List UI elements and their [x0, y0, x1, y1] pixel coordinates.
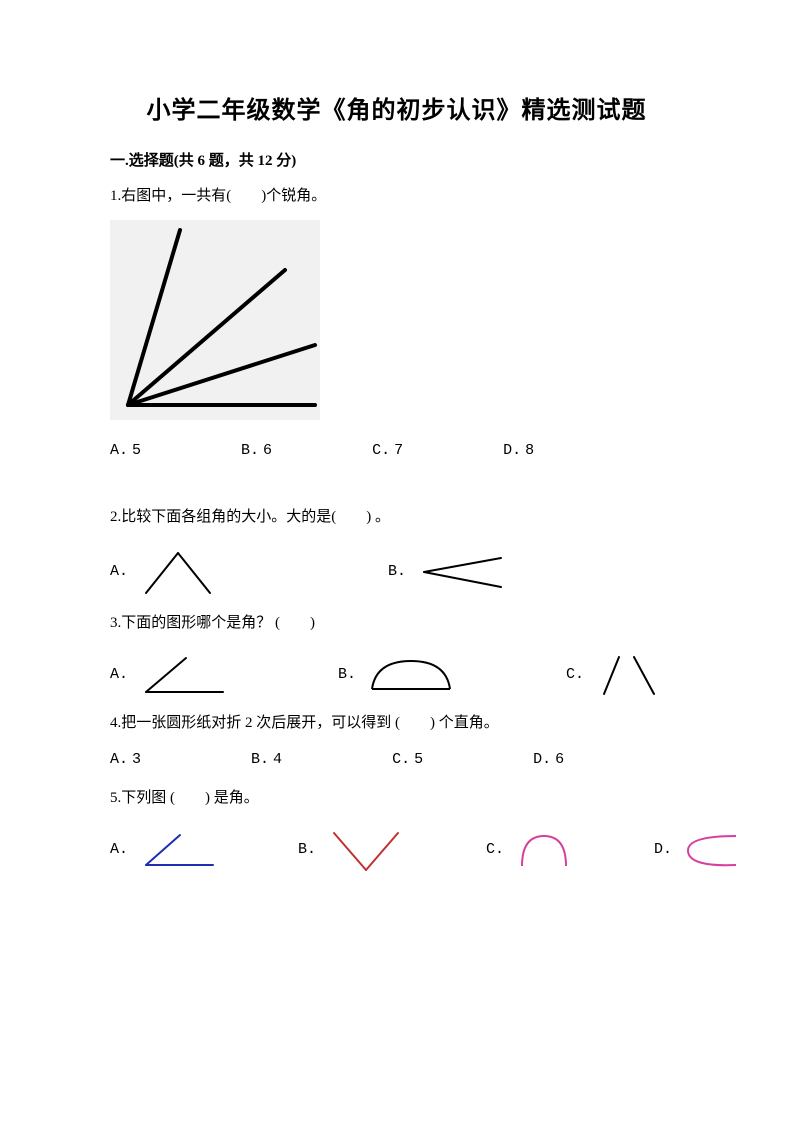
option-value: 6 — [263, 438, 272, 464]
option-label: C. — [486, 837, 504, 863]
option-value: 7 — [394, 438, 403, 464]
question-4: 4.把一张圆形纸对折 2 次后展开，可以得到 ( ) 个直角。 A.3 B.4 C.… — [110, 711, 683, 772]
option-label: B. — [298, 837, 316, 863]
option-label: A. — [110, 837, 128, 863]
option-label: D. — [533, 747, 551, 773]
option[interactable]: C. — [486, 830, 574, 870]
q1-figure — [110, 220, 683, 420]
option-label: B. — [388, 559, 406, 585]
q4-text: 4.把一张圆形纸对折 2 次后展开，可以得到 ( ) 个直角。 — [110, 711, 683, 737]
option[interactable]: B. — [338, 655, 456, 695]
option[interactable]: A. — [110, 830, 218, 870]
option-label: D. — [503, 438, 521, 464]
q4-options: A.3 B.4 C.5 D.6 — [110, 747, 683, 773]
option-value: 5 — [132, 438, 141, 464]
option-label: B. — [241, 438, 259, 464]
option-value: 4 — [273, 747, 282, 773]
option[interactable]: B.4 — [251, 747, 282, 773]
option[interactable]: A.5 — [110, 438, 141, 464]
option-figure — [326, 828, 406, 873]
option[interactable]: C.5 — [392, 747, 423, 773]
option-label: C. — [392, 747, 410, 773]
option[interactable]: D.8 — [503, 438, 534, 464]
option-label: D. — [654, 837, 672, 863]
option-label: C. — [372, 438, 390, 464]
option[interactable]: B. — [388, 552, 506, 592]
option-value: 8 — [525, 438, 534, 464]
option[interactable]: C. — [566, 652, 664, 697]
option-figure — [682, 828, 742, 873]
page-title: 小学二年级数学《角的初步认识》精选测试题 — [110, 90, 683, 125]
question-2: 2.比较下面各组角的大小。大的是( ) 。 A. B. — [110, 505, 683, 597]
question-1: 1.右图中，一共有( )个锐角。 A.5 B.6 C.7 D.8 — [110, 184, 683, 463]
option[interactable]: D.6 — [533, 747, 564, 773]
option-label: A. — [110, 662, 128, 688]
option-label: A. — [110, 438, 128, 464]
q2-text: 2.比较下面各组角的大小。大的是( ) 。 — [110, 505, 683, 531]
option[interactable]: D. — [654, 828, 742, 873]
q2-options: A. B. — [110, 547, 683, 597]
option-label: B. — [251, 747, 269, 773]
q5-options: A. B. C. D. — [110, 828, 683, 873]
option-figure — [138, 652, 228, 697]
option[interactable]: A.3 — [110, 747, 141, 773]
option-figure — [594, 652, 664, 697]
option[interactable]: B.6 — [241, 438, 272, 464]
option[interactable]: A. — [110, 652, 228, 697]
option[interactable]: B. — [298, 828, 406, 873]
question-3: 3.下面的图形哪个是角？ ( ) A. B. C. — [110, 611, 683, 698]
option[interactable]: A. — [110, 547, 218, 597]
option-value: 3 — [132, 747, 141, 773]
option-label: A. — [110, 747, 128, 773]
option-value: 5 — [414, 747, 423, 773]
option-label: C. — [566, 662, 584, 688]
option-figure — [138, 830, 218, 870]
option-figure — [138, 547, 218, 597]
option-value: 6 — [555, 747, 564, 773]
q5-text: 5.下列图 ( ) 是角。 — [110, 786, 683, 812]
option-figure — [366, 655, 456, 695]
option-figure — [416, 552, 506, 592]
question-5: 5.下列图 ( ) 是角。 A. B. C. D. — [110, 786, 683, 873]
option-figure — [514, 830, 574, 870]
q3-options: A. B. C. — [110, 652, 683, 697]
q3-text: 3.下面的图形哪个是角？ ( ) — [110, 611, 683, 637]
option-label: B. — [338, 662, 356, 688]
spacer — [110, 477, 683, 505]
q1-options: A.5 B.6 C.7 D.8 — [110, 438, 683, 464]
q1-text: 1.右图中，一共有( )个锐角。 — [110, 184, 683, 210]
option-label: A. — [110, 559, 128, 585]
section1-header: 一.选择题(共 6 题，共 12 分) — [110, 149, 683, 170]
option[interactable]: C.7 — [372, 438, 403, 464]
